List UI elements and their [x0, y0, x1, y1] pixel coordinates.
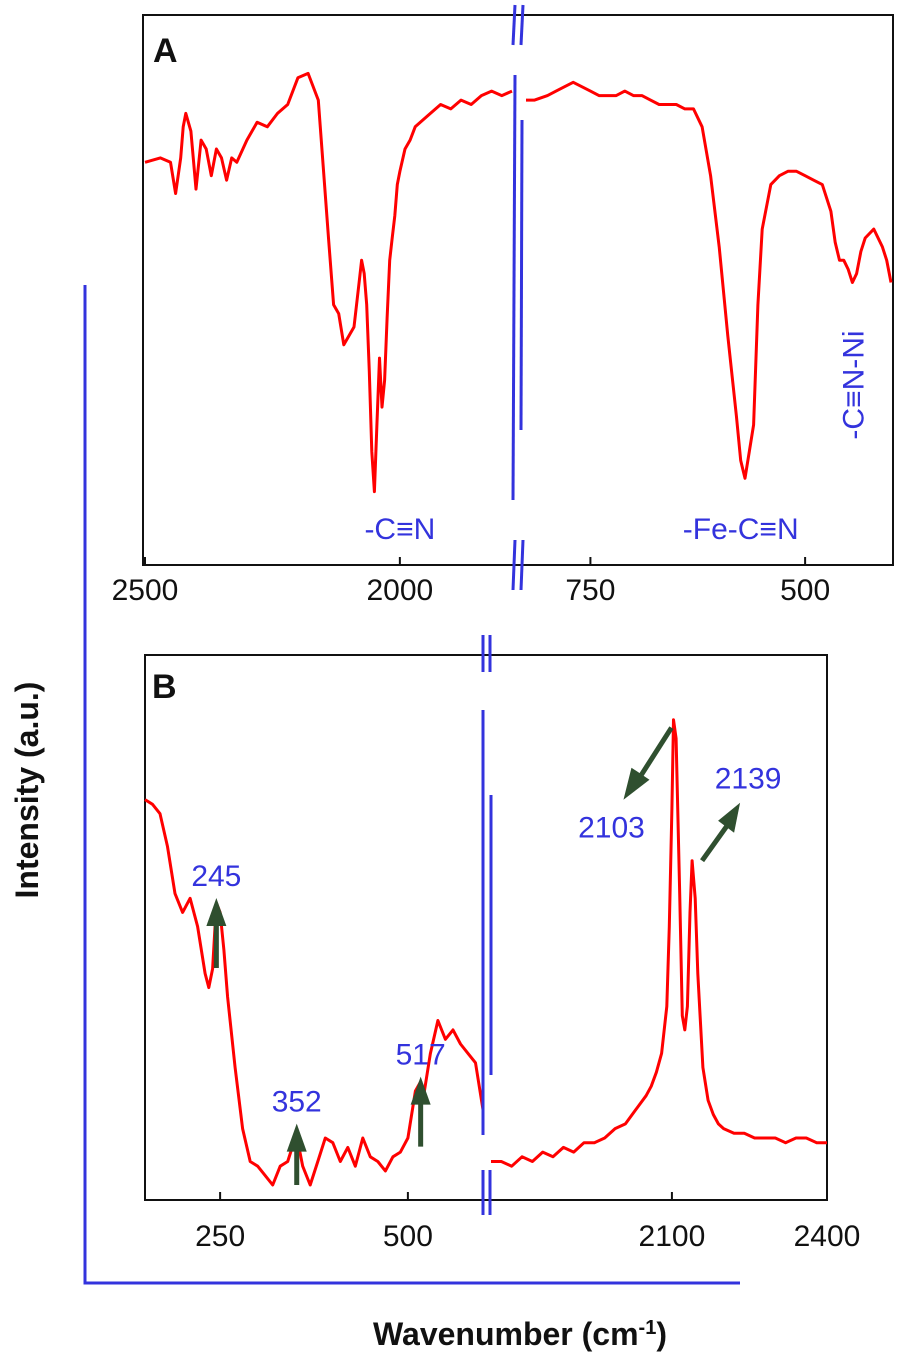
- panel-a-x-ticks: 2500 2000 750 500: [112, 557, 830, 607]
- panel-b-x-ticks: 250 500 2100 2400: [195, 1192, 860, 1253]
- break-mark-top-left: [511, 4, 517, 46]
- spectrum-line: [144, 71, 513, 494]
- peak-arrow: [639, 726, 674, 777]
- peak-arrowhead: [623, 767, 650, 800]
- panel-b-label: B: [152, 668, 177, 706]
- spectrum-line: [526, 80, 893, 480]
- x-tick-label: 2500: [112, 574, 179, 607]
- peak-label: -C≡N-Ni: [838, 330, 871, 439]
- panel-b-frame: [144, 654, 828, 1201]
- x-axis-title-main: Wavenumber (cm: [373, 1316, 639, 1352]
- peak-label: 2103: [578, 812, 645, 845]
- panel-b: B 250 500 2100 2400 245 352 517 2103 2139: [144, 635, 860, 1253]
- x-tick-label: 2400: [794, 1220, 861, 1253]
- break-mark-bottom-left: [511, 539, 517, 591]
- break-line-left: [511, 74, 517, 501]
- peak-label: 245: [191, 860, 241, 893]
- x-tick-label: 500: [383, 1220, 433, 1253]
- y-axis-title: Intensity (a.u.): [9, 682, 45, 899]
- x-tick-label: 2100: [639, 1220, 706, 1253]
- break-mark-bottom-right: [519, 539, 525, 591]
- x-axis-title-sup: -1: [639, 1317, 657, 1339]
- peak-arrow: [700, 824, 730, 863]
- panel-a-label: A: [153, 32, 178, 70]
- x-tick-label: 2000: [366, 574, 433, 607]
- peak-label: -C≡N: [364, 513, 435, 546]
- panel-b-axis-break: [481, 635, 493, 1215]
- panel-a-axis-break: [511, 4, 525, 591]
- break-line-right: [519, 119, 524, 431]
- peak-label: 517: [396, 1039, 446, 1072]
- peak-arrowhead: [286, 1123, 307, 1152]
- peak-label: 352: [272, 1086, 322, 1119]
- x-tick-label: 500: [780, 574, 830, 607]
- peak-arrowhead: [206, 898, 227, 926]
- x-axis-title-end: ): [656, 1316, 667, 1352]
- panel-a-annotations: -C≡N -Fe-C≡N -C≡N-Ni: [364, 330, 870, 546]
- panel-a-frame: [142, 14, 894, 566]
- panel-b-annotations: 245 352 517 2103 2139: [191, 726, 782, 1185]
- peak-arrowhead: [410, 1076, 431, 1105]
- panel-a: A 2500 2000 750 500 -C≡N -Fe-C≡N -C≡N-Ni: [112, 4, 894, 607]
- x-axis-title: Wavenumber (cm-1): [373, 1316, 667, 1352]
- peak-label: -Fe-C≡N: [683, 513, 799, 546]
- x-tick-label: 750: [565, 574, 615, 607]
- x-tick-label: 250: [195, 1220, 245, 1253]
- peak-arrowhead: [718, 802, 741, 833]
- shared-axis-bracket: [83, 285, 740, 1285]
- break-mark-top-right: [519, 4, 525, 46]
- spectrum-line: [144, 798, 485, 1187]
- panel-a-plot-area: [144, 71, 893, 494]
- peak-label: 2139: [715, 763, 782, 796]
- spectrum-line: [491, 718, 827, 1168]
